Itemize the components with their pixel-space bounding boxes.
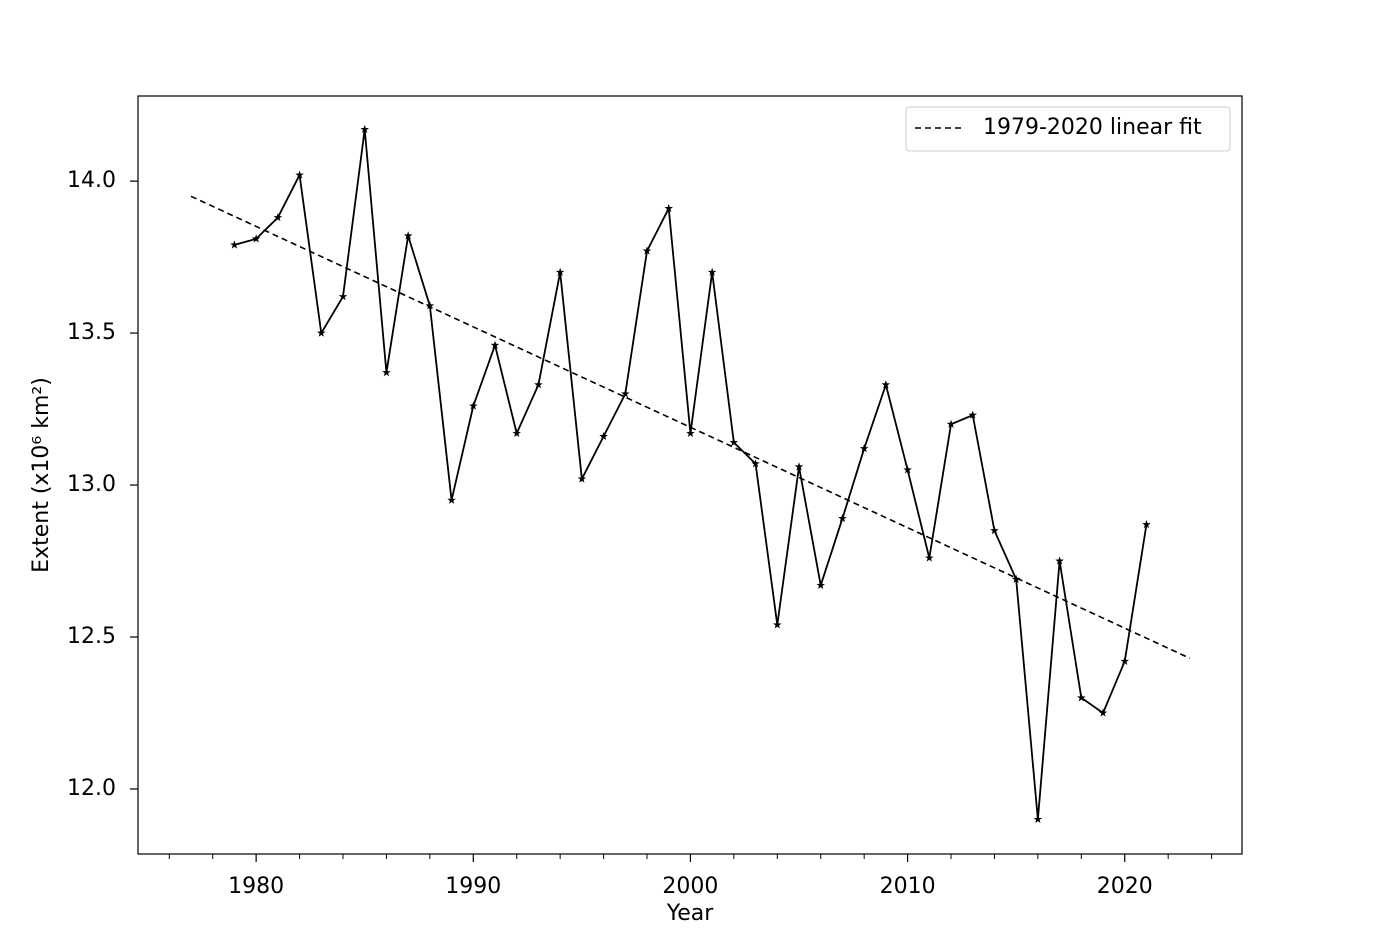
star-marker [816,580,826,589]
y-tick-label: 13.5 [67,320,116,345]
legend-box [905,106,1231,152]
star-marker [903,465,912,474]
star-marker [946,419,956,428]
star-marker [555,267,565,276]
star-marker [512,428,521,437]
star-marker [838,513,847,523]
star-marker [729,437,739,447]
y-tick-label: 14.0 [67,168,116,193]
y-tick-label: 13.0 [67,472,116,497]
star-marker [382,368,391,377]
star-marker [881,380,891,389]
star-marker [1098,708,1108,717]
star-marker [621,389,630,398]
star-marker [317,328,326,337]
y-axis-label: Extent (x10⁶ km²) [29,377,54,573]
star-marker [490,340,500,349]
star-marker [968,410,978,419]
star-marker [642,246,652,255]
star-marker [360,124,369,134]
star-marker [425,301,435,310]
star-marker [1142,520,1151,529]
star-marker [794,462,804,471]
legend-label: 1979-2020 linear fit [983,115,1202,140]
star-marker [599,431,608,441]
star-marker [707,267,717,276]
star-marker [859,444,869,453]
star-marker [1077,693,1086,702]
star-marker [469,401,478,410]
star-marker [577,474,587,483]
star-marker [403,231,413,240]
star-marker [1011,574,1021,583]
star-marker [230,240,239,249]
star-marker [990,526,999,535]
star-marker [338,292,348,301]
star-marker [295,170,304,179]
star-marker [1055,556,1064,565]
star-marker [273,213,283,222]
x-tick-label: 1980 [228,874,284,899]
data-line [234,129,1148,820]
star-marker [1033,814,1043,823]
star-marker [773,620,782,629]
y-tick-label: 12.5 [67,624,116,649]
star-marker [251,234,261,243]
star-marker [447,495,456,504]
fit-line [190,195,1191,659]
x-tick-label: 2000 [662,874,718,899]
y-tick-label: 12.0 [67,776,116,801]
star-marker [686,428,695,437]
x-tick-label: 2020 [1097,874,1153,899]
star-marker [925,553,934,562]
star-marker [534,380,543,389]
x-tick-label: 1990 [445,874,501,899]
star-marker [751,459,760,468]
x-tick-label: 2010 [880,874,936,899]
star-marker [664,203,673,213]
x-axis-label: Year [666,901,715,926]
star-marker [1120,656,1130,665]
